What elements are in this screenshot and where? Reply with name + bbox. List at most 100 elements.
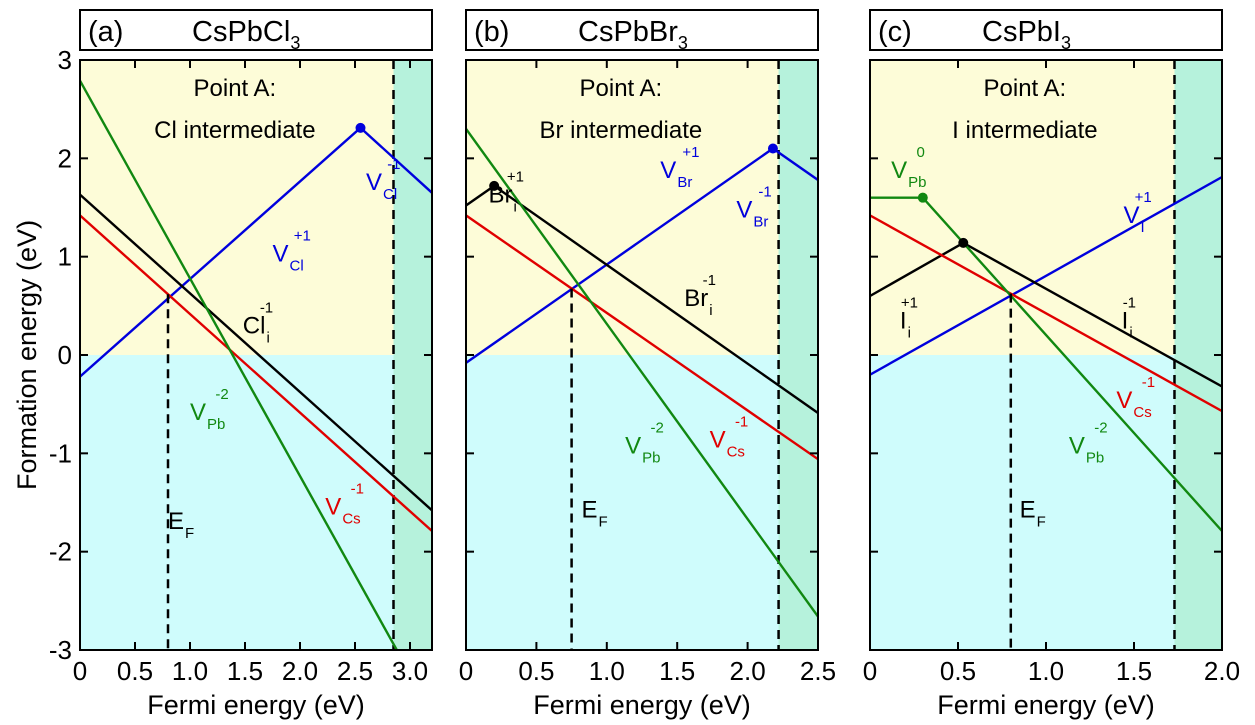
defect-label: VPb 0 — [891, 144, 926, 191]
defect-label-main: V — [660, 157, 676, 184]
defect-label: VPb -2 — [1069, 419, 1108, 466]
defect-label-sub: i — [709, 302, 712, 319]
panel-title-main: CsPbCl — [192, 16, 290, 48]
defect-label: Bri +1 — [489, 169, 524, 216]
defect-label-main: V — [273, 241, 289, 268]
x-tick-label: 0.5 — [518, 656, 554, 686]
defect-label: VBr +1 — [660, 144, 699, 191]
defect-label: VCs -1 — [1116, 374, 1155, 421]
x-tick-label: 2.0 — [282, 656, 318, 686]
panel-title-main: CsPbBr — [578, 16, 678, 48]
series-line — [870, 175, 1222, 376]
panel-header — [869, 9, 1223, 51]
panel-title-sub: 3 — [290, 33, 300, 53]
background-negative-region — [466, 355, 818, 650]
defect-label-sub: Cl — [290, 258, 304, 275]
defect-label: VCl +1 — [273, 228, 311, 275]
x-axis-title: Fermi energy (eV) — [533, 690, 751, 720]
defect-label: VPb -2 — [190, 386, 229, 433]
region-note-line: Point A: — [580, 75, 663, 102]
defect-label-main: I — [900, 307, 907, 334]
x-axis-title: Fermi energy (eV) — [147, 690, 365, 720]
defect-label-sup: -1 — [260, 299, 273, 316]
defect-label-main: V — [366, 169, 382, 196]
x-tick-label: 0 — [73, 656, 87, 686]
panel-title: CsPbBr3 — [578, 16, 688, 53]
defect-label-sub: Pb — [908, 174, 926, 191]
transition-point — [917, 192, 928, 203]
defect-label-main: Br — [489, 182, 513, 209]
x-tick-label: 1.5 — [1116, 656, 1152, 686]
x-tick-label: 2.5 — [337, 656, 373, 686]
x-tick-label: 1.0 — [1028, 656, 1064, 686]
defect-label-sub: I — [1140, 219, 1144, 236]
region-note-line: Br intermediate — [540, 117, 703, 144]
defect-label: VCl -1 — [366, 156, 401, 203]
defect-label-sup: -1 — [703, 272, 716, 289]
defect-label-sub: F — [1037, 513, 1046, 530]
transition-point — [958, 237, 969, 248]
defect-label: Ii +1 — [900, 294, 918, 341]
defect-label-sub: Pb — [207, 416, 225, 433]
y-axis-title: Formation energy (eV) — [12, 220, 42, 490]
defect-label-sub: Pb — [1086, 449, 1104, 466]
region-note-line: Cl intermediate — [154, 117, 315, 144]
panel-letter: (c) — [878, 16, 912, 48]
panel-title-main: CsPbI — [982, 16, 1061, 48]
defect-label-main: Cl — [243, 312, 266, 339]
defect-label: Bri -1 — [684, 272, 716, 319]
y-tick-label: 3 — [58, 45, 72, 75]
y-tick-label: 2 — [58, 143, 72, 173]
defect-label-main: E — [168, 508, 184, 535]
panel-header — [79, 9, 433, 51]
defect-label-main: E — [1020, 496, 1036, 523]
panel-c: Point A:I intermediateVPb0VI+1Ii+1Ii-1VC… — [863, 9, 1240, 720]
defect-label-sub: i — [266, 329, 269, 346]
defect-label-main: E — [581, 496, 597, 523]
x-tick-label: 2.5 — [800, 656, 836, 686]
x-axis-title: Fermi energy (eV) — [937, 690, 1155, 720]
background-positive-region — [80, 60, 432, 355]
series-line — [80, 193, 432, 512]
x-tick-label: 2.0 — [1204, 656, 1240, 686]
defect-label-main: V — [325, 493, 341, 520]
x-tick-label: 0 — [863, 656, 877, 686]
series-line — [80, 214, 432, 532]
x-tick-label: 1.5 — [659, 656, 695, 686]
defect-label-sub: i — [514, 199, 517, 216]
series-line — [870, 214, 1222, 413]
panel-title-sub: 3 — [1061, 33, 1071, 53]
background-positive-region — [870, 60, 1222, 355]
panel-a: Point A:Cl intermediateVCl+1VCl-1Cli-1VP… — [49, 9, 433, 720]
defect-label-sub: Br — [753, 213, 768, 230]
defect-label-sup: -2 — [650, 419, 663, 436]
defect-label-sup: +1 — [901, 294, 918, 311]
series-line — [80, 80, 398, 650]
x-tick-label: 2.0 — [730, 656, 766, 686]
defect-label-main: V — [190, 399, 206, 426]
defect-label-sub: Cs — [727, 443, 745, 460]
defect-label-sup: -1 — [1142, 374, 1155, 391]
defect-label-main: V — [1123, 202, 1139, 229]
defect-label-main: V — [625, 432, 641, 459]
defect-label-sub: Pb — [642, 449, 660, 466]
x-tick-label: 0.5 — [940, 656, 976, 686]
transition-point — [355, 122, 366, 133]
x-tick-label: 0.5 — [117, 656, 153, 686]
defect-label: EF — [168, 508, 194, 542]
defect-label-sup: -1 — [758, 183, 771, 200]
transition-point — [489, 180, 500, 191]
background-positive-region — [466, 60, 818, 355]
background-negative-region — [870, 355, 1222, 650]
defect-label-sup: +1 — [1135, 189, 1152, 206]
series-line — [466, 214, 818, 461]
defect-label-sub: Br — [677, 174, 692, 191]
defect-label-sub: i — [1129, 324, 1132, 341]
defect-label: Cli -1 — [243, 299, 273, 346]
defect-label-sub: F — [185, 525, 194, 542]
defect-label-sub: Cs — [342, 510, 360, 527]
defect-label: EF — [581, 496, 607, 530]
y-tick-label: 1 — [58, 242, 72, 272]
y-tick-label: 0 — [58, 340, 72, 370]
defect-label-main: V — [710, 426, 726, 453]
